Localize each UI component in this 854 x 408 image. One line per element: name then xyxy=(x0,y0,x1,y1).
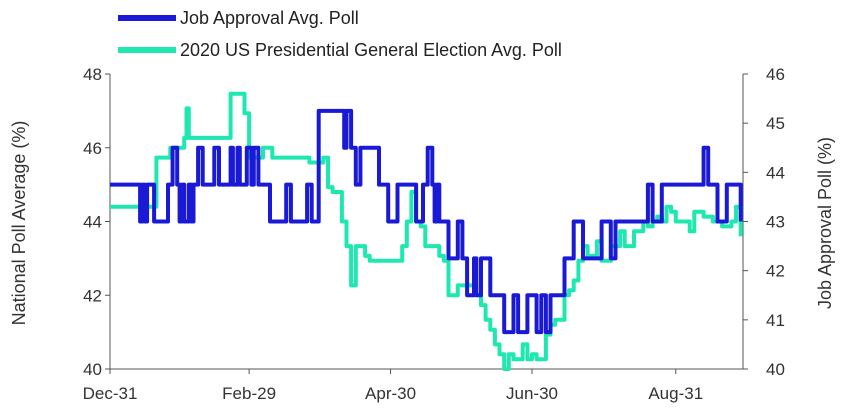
x-tick-label: Dec-31 xyxy=(83,384,138,403)
y-right-tick-label: 43 xyxy=(766,213,785,232)
y-left-tick-label: 40 xyxy=(83,360,102,379)
y-right-tick-label: 46 xyxy=(766,65,785,84)
y-right-tick-label: 42 xyxy=(766,262,785,281)
series-line-election xyxy=(110,91,743,371)
y-right-tick-label: 41 xyxy=(766,311,785,330)
y-axis-left-title: National Poll Average (%) xyxy=(9,121,29,326)
legend: Job Approval Avg. Poll 2020 US President… xyxy=(118,8,562,60)
x-tick-label: Aug-31 xyxy=(648,384,703,403)
y-left-tick-label: 46 xyxy=(83,139,102,158)
series-line-job-approval xyxy=(110,108,743,335)
x-tick-label: Jun-30 xyxy=(506,384,558,403)
y-left-tick-label: 42 xyxy=(83,286,102,305)
axes xyxy=(105,73,748,374)
y-left-tick-label: 44 xyxy=(83,213,102,232)
y-axis-right-title: Job Approval Poll (%) xyxy=(815,137,835,309)
x-tick-label: Feb-29 xyxy=(222,384,276,403)
legend-label-election: 2020 US Presidential General Election Av… xyxy=(180,40,562,60)
series-lines xyxy=(110,91,743,371)
legend-label-job-approval: Job Approval Avg. Poll xyxy=(180,8,359,28)
y-left-tick-label: 48 xyxy=(83,65,102,84)
y-right-tick-label: 40 xyxy=(766,360,785,379)
y-right-tick-label: 45 xyxy=(766,114,785,133)
y-right-tick-label: 44 xyxy=(766,163,785,182)
tick-labels: 40 42 44 46 48 40 41 42 43 44 45 46 Dec-31 Feb-29 Apr-… xyxy=(83,65,785,403)
x-tick-label: Apr-30 xyxy=(365,384,416,403)
